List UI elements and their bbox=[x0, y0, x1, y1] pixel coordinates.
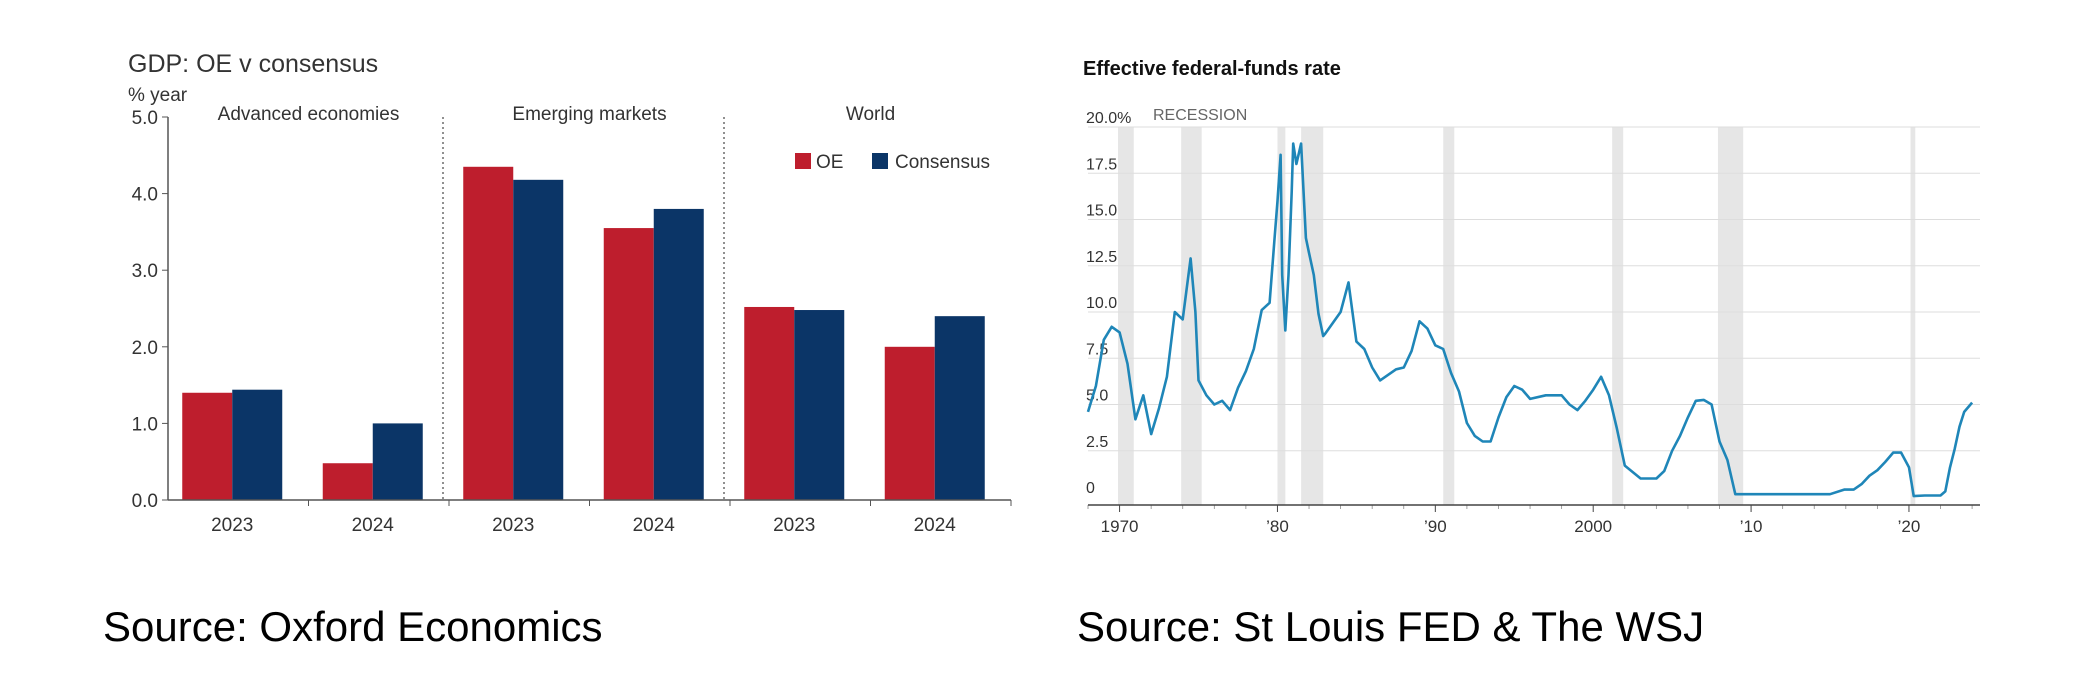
gdp-chart-title: GDP: OE v consensus bbox=[128, 50, 378, 78]
fed-y-tick-label: 10.0 bbox=[1086, 295, 1117, 312]
gdp-x-tick-label: 2024 bbox=[914, 515, 957, 536]
bar-consensus bbox=[934, 316, 985, 500]
gdp-y-tick-label: 2.0 bbox=[132, 338, 158, 359]
fed-y-tick-label: 2.5 bbox=[1086, 434, 1108, 451]
gdp-y-tick-label: 0.0 bbox=[132, 491, 158, 512]
gdp-x-tick-label: 2023 bbox=[211, 515, 253, 536]
gdp-group-label: Emerging markets bbox=[512, 104, 666, 125]
source-oxford-economics: Source: Oxford Economics bbox=[103, 603, 603, 650]
recession-band bbox=[1277, 127, 1286, 505]
gdp-bar-chart: GDP: OE v consensus % year 0.0 1.0 2.0 3.0 4… bbox=[128, 50, 1012, 536]
legend-swatch-oe bbox=[795, 153, 811, 169]
bar-oe bbox=[603, 228, 654, 500]
gdp-y-tick-label: 3.0 bbox=[132, 261, 158, 282]
recession-label: RECESSION bbox=[1153, 107, 1247, 124]
gdp-legend: OE Consensus bbox=[795, 152, 990, 173]
recession-band bbox=[1181, 127, 1202, 505]
fed-y-tick-label: 17.5 bbox=[1086, 156, 1117, 173]
fed-x-tick-label: ’90 bbox=[1424, 517, 1447, 536]
recession-band bbox=[1443, 127, 1455, 505]
fed-x-tick-label: ’80 bbox=[1266, 517, 1289, 536]
legend-label-oe: OE bbox=[816, 152, 843, 173]
fed-x-tick-label: 2000 bbox=[1574, 517, 1612, 536]
recession-band bbox=[1910, 127, 1916, 505]
gdp-y-tick-label: 5.0 bbox=[132, 108, 158, 129]
gdp-y-tick-label: 4.0 bbox=[132, 185, 158, 206]
fed-y-tick-label: 15.0 bbox=[1086, 203, 1117, 220]
source-st-louis-fed-wsj: Source: St Louis FED & The WSJ bbox=[1077, 603, 1705, 650]
gdp-x-tick-label: 2023 bbox=[773, 515, 815, 536]
gdp-y-tick-label: 1.0 bbox=[132, 414, 158, 435]
gdp-x-tick-label: 2024 bbox=[352, 515, 395, 536]
fed-funds-rate-line bbox=[1086, 142, 1974, 498]
recession-band bbox=[1301, 127, 1324, 505]
fed-x-tick-label: ’10 bbox=[1740, 517, 1763, 536]
fed-y-tick-label: 7.5 bbox=[1086, 341, 1108, 358]
recession-band bbox=[1117, 127, 1134, 505]
bar-consensus bbox=[653, 208, 704, 501]
recession-band bbox=[1717, 127, 1744, 505]
fed-chart-title: Effective federal-funds rate bbox=[1083, 58, 1341, 80]
fed-y-tick-label: 12.5 bbox=[1086, 249, 1117, 266]
bar-oe bbox=[182, 392, 233, 500]
gdp-group-label: World bbox=[846, 104, 895, 125]
bar-consensus bbox=[232, 389, 283, 500]
gdp-y-axis-label: % year bbox=[128, 85, 188, 106]
fed-y-tick-label: 5.0 bbox=[1086, 388, 1108, 405]
legend-swatch-consensus bbox=[872, 153, 888, 169]
gdp-x-tick-label: 2023 bbox=[492, 515, 534, 536]
bar-oe bbox=[744, 306, 795, 500]
bar-consensus bbox=[513, 179, 564, 500]
gdp-x-tick-label: 2024 bbox=[633, 515, 676, 536]
fed-y-tick-label: 20.0% bbox=[1086, 110, 1131, 127]
fed-funds-line-chart: Effective federal-funds rate RECESSION 0… bbox=[1083, 58, 1980, 536]
bar-consensus bbox=[794, 310, 845, 500]
bar-oe bbox=[322, 463, 373, 500]
legend-label-consensus: Consensus bbox=[895, 152, 990, 173]
fed-x-tick-label: 1970 bbox=[1101, 517, 1139, 536]
fed-y-tick-label: 0 bbox=[1086, 480, 1095, 497]
bar-oe bbox=[463, 166, 514, 501]
bar-oe bbox=[884, 346, 935, 500]
gdp-group-label: Advanced economies bbox=[218, 104, 400, 125]
bar-consensus bbox=[372, 423, 423, 500]
recession-band bbox=[1612, 127, 1624, 505]
fed-x-tick-label: ’20 bbox=[1898, 517, 1921, 536]
